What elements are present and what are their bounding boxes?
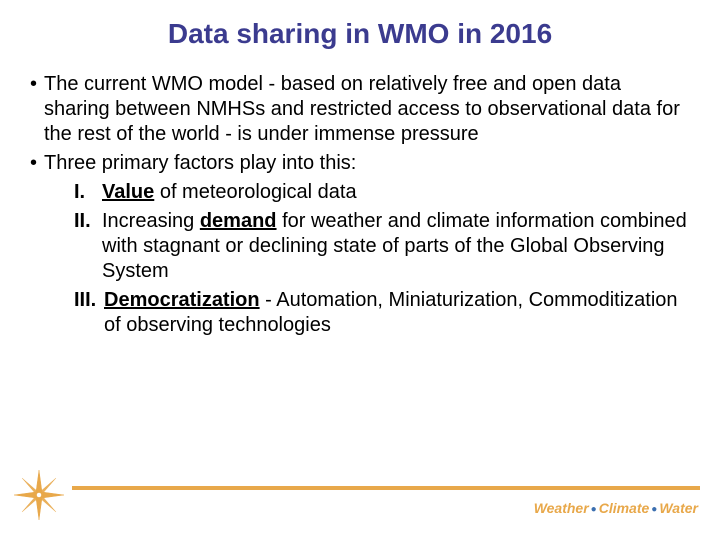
bullet-marker: • xyxy=(30,72,44,147)
bullet-marker: • xyxy=(30,151,44,176)
roman-numeral: II. xyxy=(74,209,102,284)
roman-item: II. Increasing demand for weather and cl… xyxy=(74,209,690,284)
roman-numeral: I. xyxy=(74,180,102,205)
keyword-demand: demand xyxy=(200,210,277,232)
footer-tagline: Weather●Climate●Water xyxy=(534,500,698,516)
roman-text: Democratization - Automation, Miniaturiz… xyxy=(104,288,690,338)
slide-title: Data sharing in WMO in 2016 xyxy=(30,18,690,50)
roman-item: I. Value of meteorological data xyxy=(74,180,690,205)
roman-numeral: III. xyxy=(74,288,104,338)
keyword-democratization: Democratization xyxy=(104,289,260,311)
bullet-text: Three primary factors play into this: xyxy=(44,151,690,176)
bullet-text: The current WMO model - based on relativ… xyxy=(44,72,690,147)
slide-body: • The current WMO model - based on relat… xyxy=(30,72,690,338)
bullet-item: • The current WMO model - based on relat… xyxy=(30,72,690,147)
slide-footer: Weather●Climate●Water xyxy=(0,470,720,526)
compass-icon xyxy=(12,468,66,522)
roman-list: I. Value of meteorological data II. Incr… xyxy=(74,180,690,338)
tagline-climate: Climate xyxy=(599,500,650,516)
roman-text: Increasing demand for weather and climat… xyxy=(102,209,690,284)
roman-item: III. Democratization - Automation, Minia… xyxy=(74,288,690,338)
tagline-water: Water xyxy=(659,500,698,516)
keyword-value: Value xyxy=(102,181,154,203)
tagline-weather: Weather xyxy=(534,500,589,516)
tagline-sep-icon: ● xyxy=(651,504,657,515)
tagline-sep-icon: ● xyxy=(591,504,597,515)
slide: Data sharing in WMO in 2016 • The curren… xyxy=(0,0,720,540)
roman-text: Value of meteorological data xyxy=(102,180,690,205)
bullet-item: • Three primary factors play into this: xyxy=(30,151,690,176)
footer-rule xyxy=(72,486,700,490)
